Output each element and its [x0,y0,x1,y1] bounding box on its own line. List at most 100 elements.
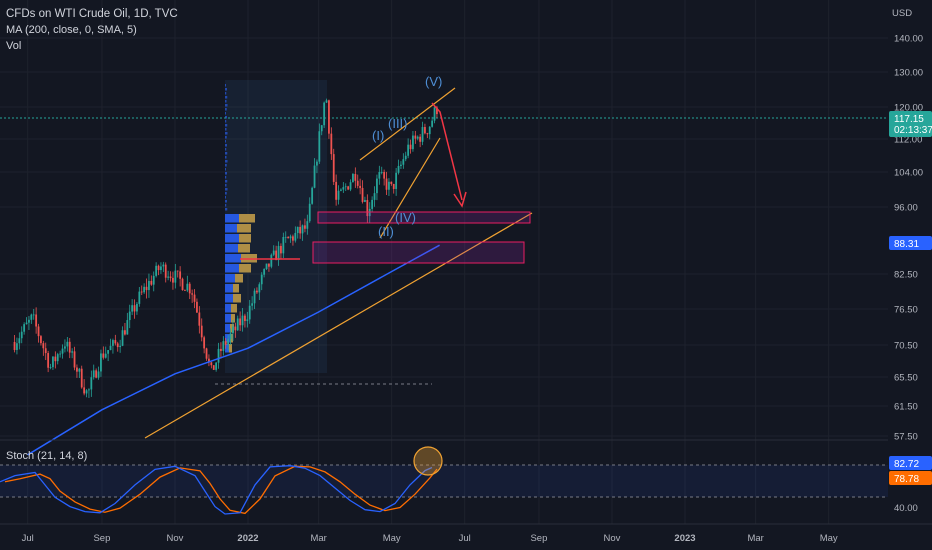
volume-profile-thin [225,172,227,175]
candle-body [229,333,232,340]
candle-body [390,181,393,184]
candle-body [330,133,333,155]
candle-body [284,236,287,238]
chart-title: CFDs on WTI Crude Oil, 1D, TVC [6,8,178,20]
candle-body [335,181,338,200]
last-price-tag [889,111,932,137]
time-tick-label: 2022 [237,533,258,544]
long-trendline[interactable] [144,212,533,439]
candle-body [263,269,266,275]
candle-body [52,356,54,368]
price-tick-label: 82.50 [894,270,918,281]
candle-body [275,250,278,261]
candle-body [78,368,81,372]
volume-profile-thin [225,152,228,155]
candle-body [196,301,198,313]
candle-body [241,315,244,326]
candle-body [380,172,383,173]
candle-body [421,127,424,142]
stoch-k-value: 82.72 [894,459,919,470]
time-tick-label: Jul [459,533,471,544]
candle-body [301,225,304,234]
volume-profile-thin [225,200,227,203]
candle-body [268,263,270,267]
wedge-upper-line[interactable] [359,87,456,161]
candle-body [260,274,263,285]
candle-body [109,345,112,351]
candle-body [426,133,429,135]
candle-body [325,100,328,103]
resistance-zone-upper[interactable] [317,211,531,224]
candle-body [80,368,83,388]
volume-profile-thin [225,168,226,171]
candle-body [162,264,165,267]
candle-body [272,250,275,255]
stoch-label[interactable]: Stoch (21, 14, 8) [6,450,88,462]
volume-profile-bar-up [225,244,238,253]
candle-body [416,136,419,139]
candle-body [253,290,256,304]
candle-body [313,165,316,188]
candle-body [332,154,335,182]
candle-body [145,286,148,291]
volume-profile-thin [225,112,226,115]
ma-value: 88.31 [894,239,919,250]
candle-body [20,331,23,339]
candle-body [299,226,302,234]
candle-body [138,291,141,304]
candle-body [407,144,410,156]
candle-body [352,173,354,183]
candle-body [376,178,378,194]
price-tick-label: 76.50 [894,305,918,316]
price-tick-label: 104.00 [894,168,923,179]
time-tick-label: Jul [22,533,34,544]
volume-profile-bar-down [231,314,235,323]
time-axis[interactable] [0,524,932,550]
candle-body [265,263,268,270]
candle-body [76,367,78,372]
candle-body [73,351,76,368]
candle-body [436,107,438,115]
volume-profile-thin [225,144,227,147]
candle-body [395,172,398,189]
candle-body [203,337,206,349]
candle-body [323,102,326,126]
support-zone-lower[interactable] [312,241,525,264]
time-tick-label: Nov [167,533,184,544]
candle-body [270,254,273,267]
candle-body [97,371,100,378]
candle-body [104,353,107,358]
candle-body [304,225,306,229]
candle-body [215,362,218,370]
volume-profile-bar-down [239,234,251,243]
price-tick-label: 65.50 [894,373,918,384]
volume-profile-bar-up [225,264,239,273]
candle-body [100,353,102,372]
price-axis[interactable] [888,0,932,524]
volume-profile-bar-down [229,344,232,353]
volume-profile-bar-up [225,294,233,303]
projection-arrow[interactable] [431,102,463,201]
time-tick-label: Mar [310,533,326,544]
ma-indicator-label[interactable]: MA (200, close, 0, SMA, 5) [6,24,137,36]
candle-body [85,390,88,394]
volume-profile-thin [225,140,226,143]
candle-body [414,135,417,139]
volume-label[interactable]: Vol [6,40,22,52]
candle-body [102,353,105,358]
time-tick-label: 2023 [674,533,695,544]
volume-profile-thin [225,192,227,195]
volume-profile-thin [225,108,227,111]
wave-label-2: (II) [378,224,394,239]
volume-profile-thin [225,160,228,163]
time-axis-ticks: Jul Sep Nov 2022 Mar May Jul Sep Nov 2023 Mar May [22,533,838,544]
stoch-highlight-circle[interactable] [413,446,443,476]
wedge-lower-line[interactable] [379,137,441,239]
candle-body [248,305,251,320]
candle-body [344,186,347,188]
candle-body [373,193,376,200]
candle-body [308,203,311,222]
volume-profile-bar-down [239,264,251,273]
time-tick-label: May [383,533,401,544]
